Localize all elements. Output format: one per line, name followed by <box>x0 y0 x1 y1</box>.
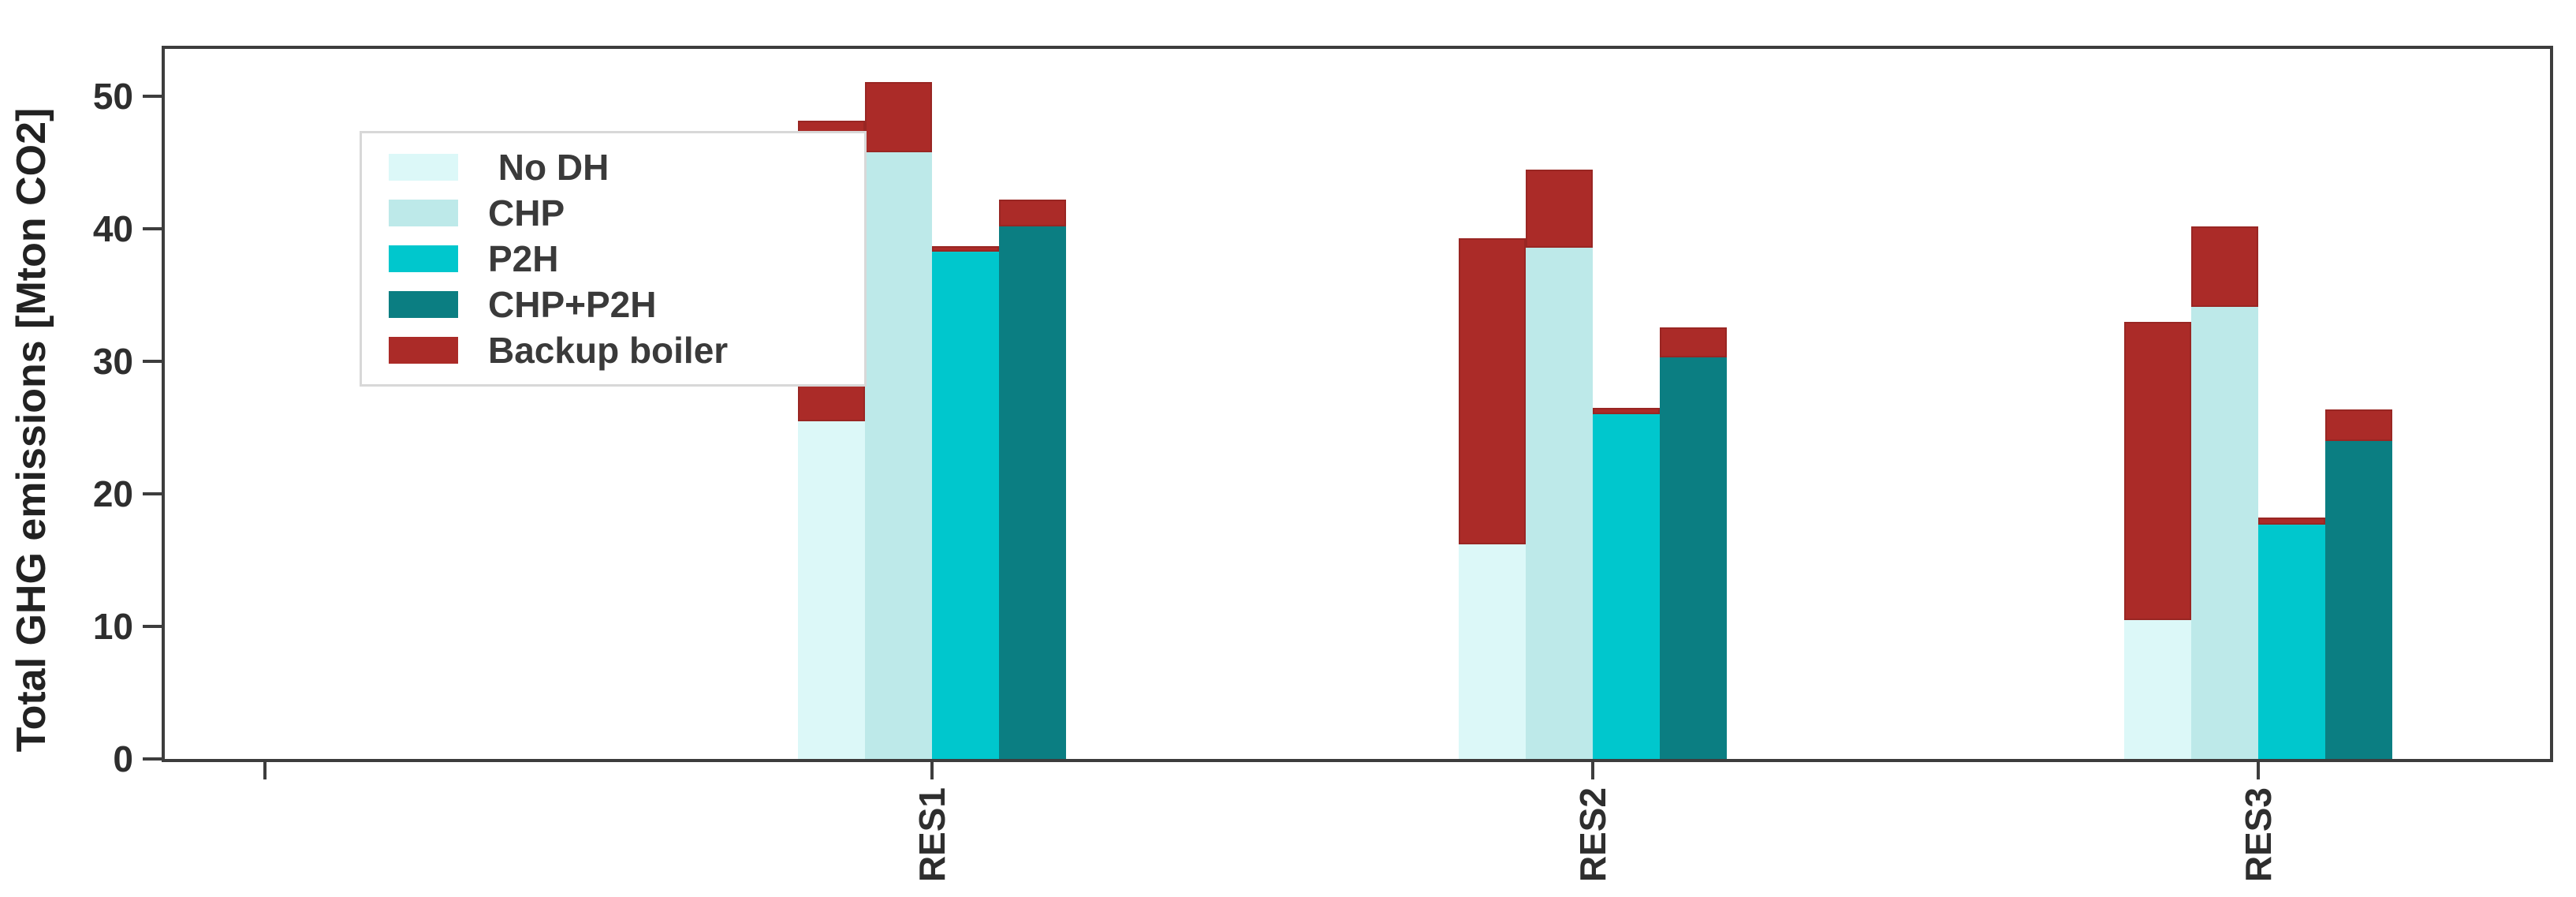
plot-area: No DH CHP P2H CHP+P2H Backup boiler <box>162 46 2553 762</box>
legend-label: CHP+P2H <box>488 283 657 325</box>
bar-res2-chp <box>1526 247 1594 759</box>
legend: No DH CHP P2H CHP+P2H Backup boiler <box>360 131 867 387</box>
x-tick-label-res1: RES1 <box>911 787 952 883</box>
legend-label: Backup boiler <box>488 329 729 371</box>
y-tick-mark-50 <box>143 95 162 99</box>
bar-res2-p2h-backup-boiler <box>1593 408 1661 415</box>
legend-row-chp+p2h: CHP+P2H <box>362 283 864 325</box>
bar-res1-chp <box>864 151 932 759</box>
y-tick-label-30: 30 <box>92 341 133 383</box>
x-tick-mark-RES1 <box>930 762 934 779</box>
x-tick-mark-RES3 <box>2257 762 2261 779</box>
y-axis-title: Total GHG emissions [Mton CO2] <box>9 107 54 753</box>
y-tick-mark-30 <box>143 360 162 364</box>
legend-swatch-icon <box>389 291 458 318</box>
bar-res1-no-dh <box>797 420 865 759</box>
bar-res3-chp+p2h <box>2325 441 2393 759</box>
x-tick-label-res2: RES2 <box>1572 787 1614 883</box>
bar-res2-no-dh-backup-boiler <box>1459 238 1527 544</box>
bar-res2-chp-backup-boiler <box>1526 169 1594 248</box>
x-tick-label-res3: RES3 <box>2238 787 2280 883</box>
bar-res2-no-dh <box>1459 544 1527 759</box>
legend-row-no-dh: No DH <box>362 146 864 188</box>
bar-res3-p2h <box>2258 524 2326 759</box>
y-tick-label-0: 0 <box>113 738 133 779</box>
legend-swatch-icon <box>389 337 458 364</box>
legend-row-chp: CHP <box>362 192 864 234</box>
y-tick-label-40: 40 <box>92 208 133 250</box>
legend-swatch-icon <box>389 245 458 272</box>
bar-res1-chp-backup-boiler <box>864 81 932 152</box>
y-tick-label-10: 10 <box>92 606 133 648</box>
y-tick-mark-20 <box>143 492 162 496</box>
legend-row-p2h: P2H <box>362 237 864 279</box>
y-tick-mark-10 <box>143 625 162 629</box>
bar-res1-chp+p2h <box>998 226 1066 759</box>
legend-label: No DH <box>488 146 610 188</box>
y-tick-label-20: 20 <box>92 473 133 515</box>
y-tick-label-50: 50 <box>92 76 133 118</box>
legend-swatch-icon <box>389 200 458 226</box>
bar-res3-p2h-backup-boiler <box>2258 518 2326 525</box>
y-tick-mark-0 <box>143 757 162 761</box>
legend-label: P2H <box>488 237 559 279</box>
bar-res3-chp+p2h-backup-boiler <box>2325 409 2393 441</box>
bar-res3-chp <box>2191 307 2259 759</box>
bar-res1-chp+p2h-backup-boiler <box>998 200 1066 226</box>
legend-row-backup-boiler: Backup boiler <box>362 329 864 371</box>
x-tick-mark-RES2 <box>1591 762 1595 779</box>
bar-res2-p2h <box>1593 414 1661 759</box>
legend-label: CHP <box>488 192 565 234</box>
bar-res1-p2h <box>931 251 999 759</box>
bar-res3-no-dh-backup-boiler <box>2124 321 2192 620</box>
bar-res2-chp+p2h <box>1660 357 1728 759</box>
x-tick-mark-blank <box>263 762 267 779</box>
bar-res2-chp+p2h-backup-boiler <box>1660 327 1728 358</box>
bar-res1-p2h-backup-boiler <box>931 246 999 252</box>
bar-res3-chp-backup-boiler <box>2191 226 2259 308</box>
bar-res3-no-dh <box>2124 619 2192 759</box>
legend-swatch-icon <box>389 154 458 181</box>
y-tick-mark-40 <box>143 227 162 231</box>
